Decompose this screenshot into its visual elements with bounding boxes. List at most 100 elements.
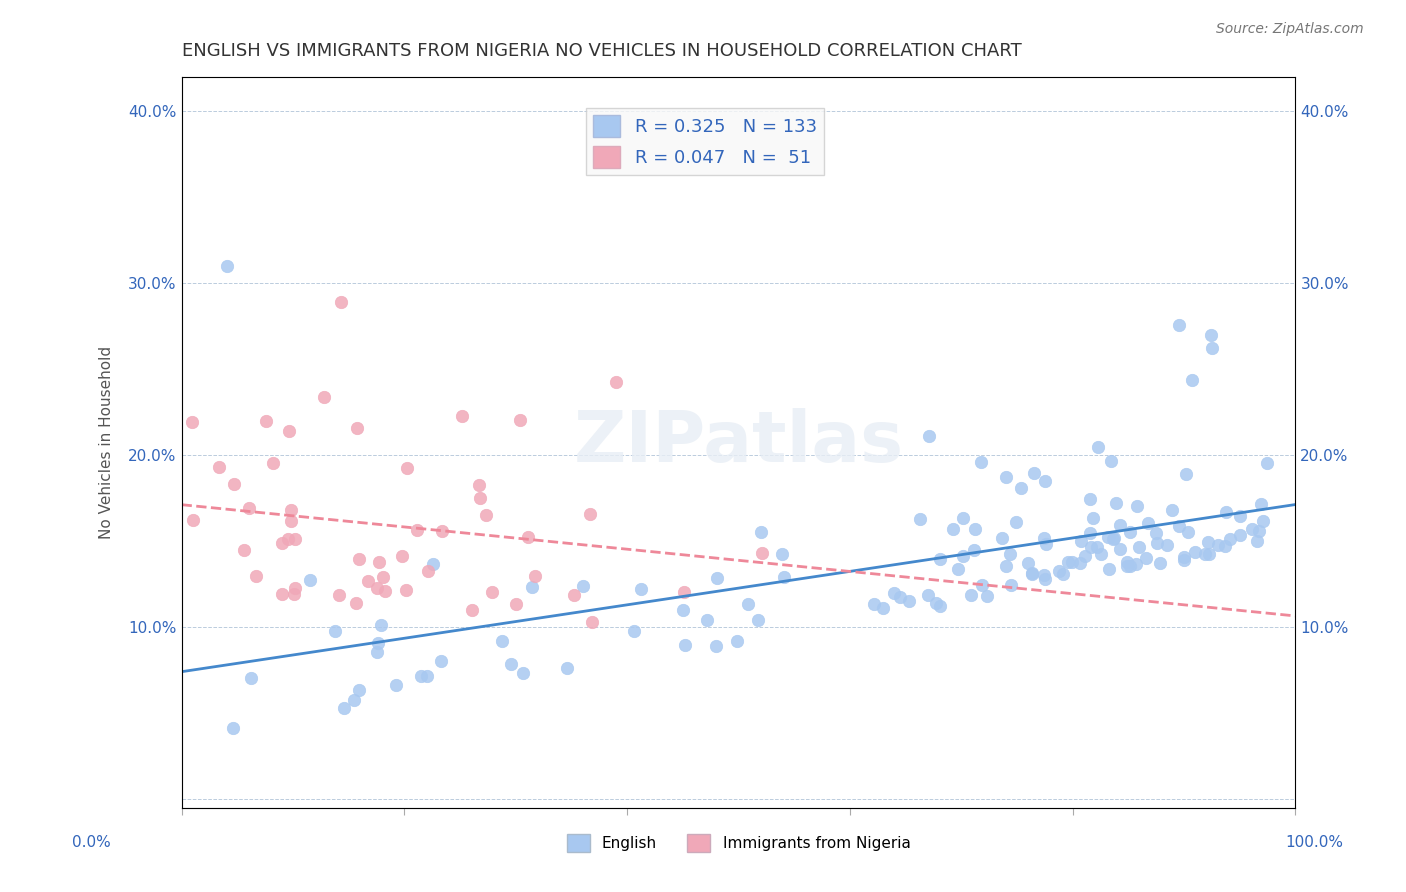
Point: [430, 654, 453, 668]
Point: [897, 593, 920, 607]
Point: [481, 585, 503, 599]
Point: [1052, 567, 1074, 582]
Point: [1032, 568, 1054, 582]
Point: [1070, 534, 1092, 549]
Point: [262, 456, 284, 470]
Point: [1060, 555, 1083, 569]
Point: [1177, 524, 1199, 539]
Point: [357, 574, 380, 588]
Point: [929, 599, 952, 613]
Point: [1198, 547, 1220, 561]
Point: [1173, 550, 1195, 565]
Point: [1118, 525, 1140, 540]
Point: [517, 530, 540, 544]
Point: [284, 532, 307, 546]
Point: [323, 624, 346, 639]
Point: [271, 535, 294, 549]
Point: [1213, 539, 1236, 553]
Point: [963, 542, 986, 557]
Point: [696, 613, 718, 627]
Point: [630, 582, 652, 596]
Point: [1101, 532, 1123, 546]
Point: [773, 570, 796, 584]
Point: [1033, 474, 1056, 488]
Point: [960, 588, 983, 602]
Point: [1256, 456, 1278, 470]
Point: [283, 586, 305, 600]
Point: [451, 409, 474, 423]
Point: [1109, 517, 1132, 532]
Point: [1057, 555, 1080, 569]
Point: [1250, 497, 1272, 511]
Text: ENGLISH VS IMMIGRANTS FROM NIGERIA NO VEHICLES IN HOUSEHOLD CORRELATION CHART: ENGLISH VS IMMIGRANTS FROM NIGERIA NO VE…: [181, 42, 1021, 60]
Point: [461, 603, 484, 617]
Point: [1005, 515, 1028, 529]
Point: [749, 524, 772, 539]
Point: [396, 461, 419, 475]
Point: [1136, 516, 1159, 531]
Point: [366, 645, 388, 659]
Point: [1173, 552, 1195, 566]
Point: [1126, 499, 1149, 513]
Point: [1022, 466, 1045, 480]
Point: [751, 546, 773, 560]
Point: [284, 581, 307, 595]
Point: [1108, 542, 1130, 557]
Point: [491, 634, 513, 648]
Point: [1102, 531, 1125, 545]
Point: [1156, 538, 1178, 552]
Point: [1116, 559, 1139, 574]
Point: [946, 562, 969, 576]
Point: [374, 584, 396, 599]
Point: [1201, 341, 1223, 355]
Point: [409, 668, 432, 682]
Point: [181, 512, 204, 526]
Point: [1021, 566, 1043, 580]
Point: [1116, 555, 1139, 569]
Point: [1251, 514, 1274, 528]
Point: [512, 665, 534, 680]
Point: [562, 588, 585, 602]
Point: [280, 514, 302, 528]
Point: [917, 588, 939, 602]
Point: [224, 476, 246, 491]
Point: [1099, 454, 1122, 468]
Point: [254, 414, 277, 428]
Point: [1215, 505, 1237, 519]
Text: Source: ZipAtlas.com: Source: ZipAtlas.com: [1216, 22, 1364, 37]
Point: [373, 570, 395, 584]
Point: [571, 579, 593, 593]
Point: [1000, 577, 1022, 591]
Point: [970, 455, 993, 469]
Point: [672, 603, 695, 617]
Point: [384, 678, 406, 692]
Point: [239, 671, 262, 685]
Point: [605, 376, 627, 390]
Point: [1047, 564, 1070, 578]
Point: [1069, 557, 1091, 571]
Text: ZIPatlas: ZIPatlas: [574, 408, 904, 476]
Point: [929, 551, 952, 566]
Point: [704, 639, 727, 653]
Point: [737, 597, 759, 611]
Point: [1098, 562, 1121, 576]
Point: [1146, 525, 1168, 540]
Point: [1087, 440, 1109, 454]
Point: [1083, 511, 1105, 525]
Point: [976, 589, 998, 603]
Point: [277, 424, 299, 438]
Point: [180, 415, 202, 429]
Point: [1033, 572, 1056, 586]
Point: [328, 588, 350, 602]
Point: [1021, 566, 1043, 581]
Point: [349, 552, 371, 566]
Point: [1105, 496, 1128, 510]
Point: [1080, 540, 1102, 554]
Point: [672, 585, 695, 599]
Point: [1194, 547, 1216, 561]
Point: [366, 581, 388, 595]
Point: [555, 661, 578, 675]
Point: [430, 524, 453, 538]
Point: [475, 508, 498, 522]
Point: [1219, 532, 1241, 546]
